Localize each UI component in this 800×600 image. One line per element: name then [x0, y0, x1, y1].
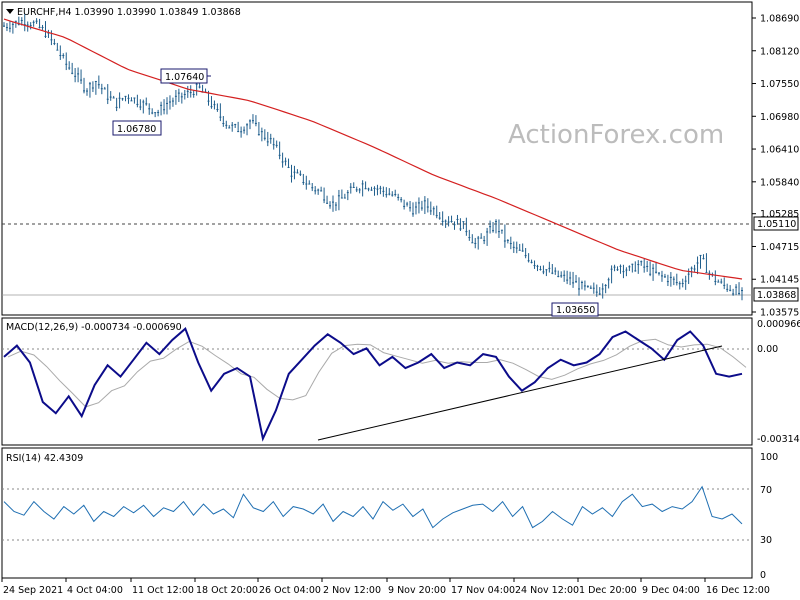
macd-panel — [1, 317, 753, 446]
price-tick-label: 1.05285 — [760, 209, 799, 220]
last-price-tag — [753, 287, 799, 302]
annotation-low-a-label: 1.06780 — [117, 124, 156, 135]
macd-line — [3, 327, 743, 442]
time-tick-label: 2 Nov 12:00 — [323, 585, 381, 596]
time-tick-label: 17 Nov 04:00 — [451, 585, 515, 596]
rsi-tick-100: 100 — [760, 452, 778, 463]
time-tick-label: 9 Dec 04:00 — [642, 585, 700, 596]
time-tick-label: 24 Sep 2021 — [3, 585, 63, 596]
time-tick-label: 9 Nov 20:00 — [388, 585, 446, 596]
macd-tick-zero: 0.00 — [757, 344, 778, 355]
collapse-arrow-icon[interactable] — [6, 9, 14, 14]
time-tick-label: 1 Dec 20:00 — [579, 585, 637, 596]
macd-tick-top: 0.000966 — [757, 319, 800, 330]
price-tick-label: 1.04145 — [760, 275, 799, 286]
time-tick-label: 24 Nov 12:00 — [515, 585, 579, 596]
price-axis: 1.08690 1.08120 1.07550 1.06980 1.06410 1.058… — [752, 14, 799, 319]
watermark: ActionForex.com — [508, 120, 724, 150]
rsi-header: RSI(14) 42.4309 — [6, 453, 83, 464]
price-tick-label: 1.07550 — [760, 79, 799, 90]
time-tick-label: 18 Oct 20:00 — [196, 585, 258, 596]
rsi-tick-0: 0 — [760, 570, 766, 581]
rsi-tick-30: 30 — [760, 535, 772, 546]
time-axis: 24 Sep 2021 4 Oct 04:00 11 Oct 12:00 18 Oct… — [1, 578, 770, 596]
price-tick-label: 1.06410 — [760, 145, 799, 156]
time-tick-label: 16 Dec 12:00 — [706, 585, 770, 596]
macd-trendline — [317, 345, 723, 441]
macd-header: MACD(12,26,9) -0.000734 -0.000690 — [6, 322, 182, 333]
time-tick-label: 4 Oct 04:00 — [67, 585, 123, 596]
price-tick-label: 1.08120 — [760, 46, 799, 57]
price-tick-label: 1.08690 — [760, 14, 799, 25]
time-tick-label: 26 Oct 04:00 — [259, 585, 321, 596]
level-price-label: 1.05110 — [757, 219, 796, 230]
time-tick-label: 11 Oct 12:00 — [132, 585, 194, 596]
price-tick-label: 1.03575 — [760, 308, 799, 319]
annotation-high-label: 1.07640 — [165, 72, 204, 83]
macd-tick-bottom: -0.003149 — [757, 434, 800, 445]
annotation-low-b-label: 1.03650 — [556, 305, 595, 316]
annotation-low-b: 1.03650 — [551, 302, 599, 317]
moving-average-line — [3, 18, 743, 280]
price-tick-label: 1.05840 — [760, 177, 799, 188]
price-header: EURCHF,H4 1.03990 1.03990 1.03849 1.0386… — [17, 7, 241, 18]
rsi-tick-70: 70 — [760, 485, 772, 496]
price-tick-label: 1.06980 — [760, 112, 799, 123]
annotation-high: 1.07640 — [160, 68, 211, 84]
macd-signal-line — [7, 338, 747, 408]
level-price-tag — [753, 216, 799, 231]
price-tick-label: 1.04715 — [760, 242, 799, 253]
annotation-low-a: 1.06780 — [112, 120, 162, 136]
rsi-line — [3, 485, 743, 529]
last-price-label: 1.03868 — [757, 290, 796, 301]
price-panel — [1, 1, 753, 316]
